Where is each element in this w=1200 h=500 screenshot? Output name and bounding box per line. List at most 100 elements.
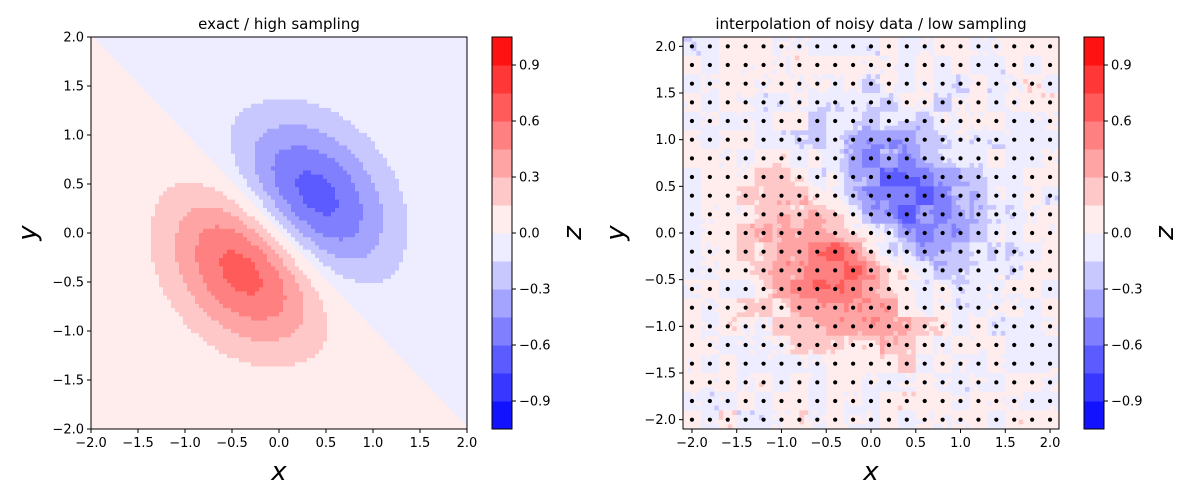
contour-cell (167, 203, 172, 209)
contour-cell (167, 378, 172, 384)
contour-cell (147, 37, 152, 42)
contour-cell (191, 274, 196, 280)
contour-cell (171, 324, 176, 330)
contour-cell (103, 82, 108, 88)
contour-cell (155, 149, 160, 155)
contour-cell (111, 166, 116, 172)
contour-cell (127, 324, 132, 330)
contour-cell (123, 141, 128, 147)
contour-cell (95, 312, 100, 317)
contour-cell (215, 399, 220, 405)
contour-cell (235, 324, 240, 330)
contour-cell (119, 241, 124, 247)
contour-cell (131, 420, 136, 426)
contour-cell (215, 120, 220, 126)
contour-cell (99, 303, 104, 309)
contour-cell (175, 245, 180, 251)
contour-cell (159, 112, 164, 117)
contour-cell (239, 278, 244, 284)
contour-cell (119, 45, 124, 51)
contour-cell (147, 295, 152, 301)
contour-cell (163, 216, 168, 222)
contour-cell (295, 337, 300, 343)
contour-cell (283, 312, 288, 317)
contour-cell (247, 349, 252, 355)
contour-cell (91, 391, 96, 397)
contour-cell (271, 416, 276, 422)
contour-cell (279, 320, 284, 326)
contour-cell (231, 137, 236, 142)
contour-cell (207, 49, 212, 55)
contour-cell (195, 103, 200, 109)
contour-cell (183, 412, 188, 418)
contour-cell (139, 374, 144, 380)
contour-cell (147, 345, 152, 351)
contour-cell (187, 66, 192, 71)
contour-cell (147, 112, 152, 117)
contour-cell (95, 270, 100, 276)
contour-cell (215, 228, 220, 234)
contour-cell (119, 178, 124, 184)
contour-cell (299, 37, 304, 42)
contour-cell (91, 291, 96, 297)
contour-cell (231, 387, 236, 393)
contour-cell (227, 349, 232, 355)
contour-cell (295, 99, 300, 105)
contour-cell (203, 337, 208, 343)
contour-cell (135, 412, 140, 418)
contour-cell (183, 395, 188, 401)
contour-cell (183, 153, 188, 159)
contour-cell (291, 49, 296, 55)
contour-cell (139, 312, 144, 317)
contour-cell (211, 62, 216, 67)
contour-cell (287, 316, 292, 322)
contour-cell (279, 53, 284, 59)
contour-cell (179, 270, 184, 276)
contour-cell (231, 328, 236, 334)
contour-cell (175, 57, 180, 63)
contour-cell (151, 416, 156, 422)
contour-cell (199, 345, 204, 351)
contour-cell (275, 258, 280, 263)
contour-cell (299, 299, 304, 305)
contour-cell (155, 303, 160, 309)
contour-cell (155, 224, 160, 230)
contour-cell (103, 295, 108, 301)
contour-cell (123, 170, 128, 176)
contour-cell (171, 145, 176, 151)
contour-cell (147, 166, 152, 172)
contour-cell (151, 170, 156, 176)
contour-cell (227, 270, 232, 276)
contour-cell (159, 353, 164, 359)
contour-cell (267, 91, 272, 96)
contour-cell (227, 153, 232, 159)
contour-cell (271, 295, 276, 301)
contour-cell (179, 383, 184, 388)
contour-cell (243, 420, 248, 426)
contour-cell (179, 299, 184, 305)
contour-cell (259, 270, 264, 276)
contour-cell (199, 308, 204, 313)
contour-cell (147, 274, 152, 280)
contour-cell (263, 182, 268, 188)
contour-cell (259, 328, 264, 334)
contour-cell (231, 349, 236, 355)
contour-cell (127, 41, 132, 46)
contour-cell (143, 237, 148, 242)
contour-cell (131, 403, 136, 409)
contour-cell (291, 157, 296, 163)
contour-cell (227, 224, 232, 230)
contour-cell (259, 358, 264, 363)
contour-cell (123, 99, 128, 105)
contour-cell (231, 191, 236, 197)
contour-cell (271, 195, 276, 201)
contour-cell (299, 358, 304, 363)
contour-cell (135, 224, 140, 230)
contour-cell (195, 187, 200, 192)
contour-cell (175, 362, 180, 368)
contour-cell (143, 120, 148, 126)
contour-cell (103, 220, 108, 226)
contour-cell (227, 195, 232, 201)
contour-cell (275, 287, 280, 292)
contour-cell (195, 95, 200, 101)
